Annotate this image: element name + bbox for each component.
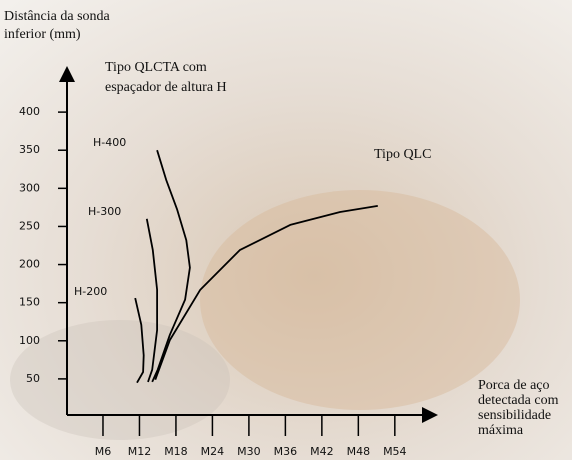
y-tick-label: 50 [26,372,40,385]
x-tick-label: M54 [383,445,407,458]
background-stone [10,320,230,440]
x-tick-label: M48 [347,445,371,458]
series-label: H-200 [74,285,107,298]
x-tick-label: M12 [128,445,152,458]
y-axis-title: inferior (mm) [4,27,81,42]
curve [154,205,378,381]
background-stone [200,190,520,410]
y-tick-label: 250 [19,219,40,232]
x-axis-title: Porca de aço [478,378,550,393]
y-axis-arrow [59,66,75,82]
y-tick-label: 150 [19,296,40,309]
annotation: Tipo QLCTA com [105,60,207,75]
x-tick-label: M24 [201,445,225,458]
x-axis-title: detectada com [478,393,559,408]
y-tick-label: 350 [19,143,40,156]
x-tick-label: M36 [274,445,298,458]
x-tick-label: M6 [95,445,112,458]
curve [145,218,158,383]
series-label: H-300 [88,205,121,218]
series-label: Tipo QLC [374,147,431,162]
x-axis-title: sensibilidade [478,408,551,423]
plot: 50 100 150 200 250 300 350 400 M6 M12 M18 M24 M30 M36… [4,9,559,458]
y-tick-label: 200 [19,258,40,271]
curve [134,297,145,384]
x-tick-label: M30 [237,445,261,458]
y-tick-label: 100 [19,334,40,347]
curve [151,149,191,383]
y-tick-label: 300 [19,181,40,194]
x-tick-label: M18 [164,445,188,458]
x-tick-label: M42 [310,445,334,458]
x-axis-arrow [422,407,438,423]
x-axis-title: máxima [478,423,524,438]
annotation: espaçador de altura H [105,80,227,95]
y-tick-label: 400 [19,105,40,118]
y-axis-title: Distância da sonda [4,9,111,24]
series-label: H-400 [93,136,126,149]
